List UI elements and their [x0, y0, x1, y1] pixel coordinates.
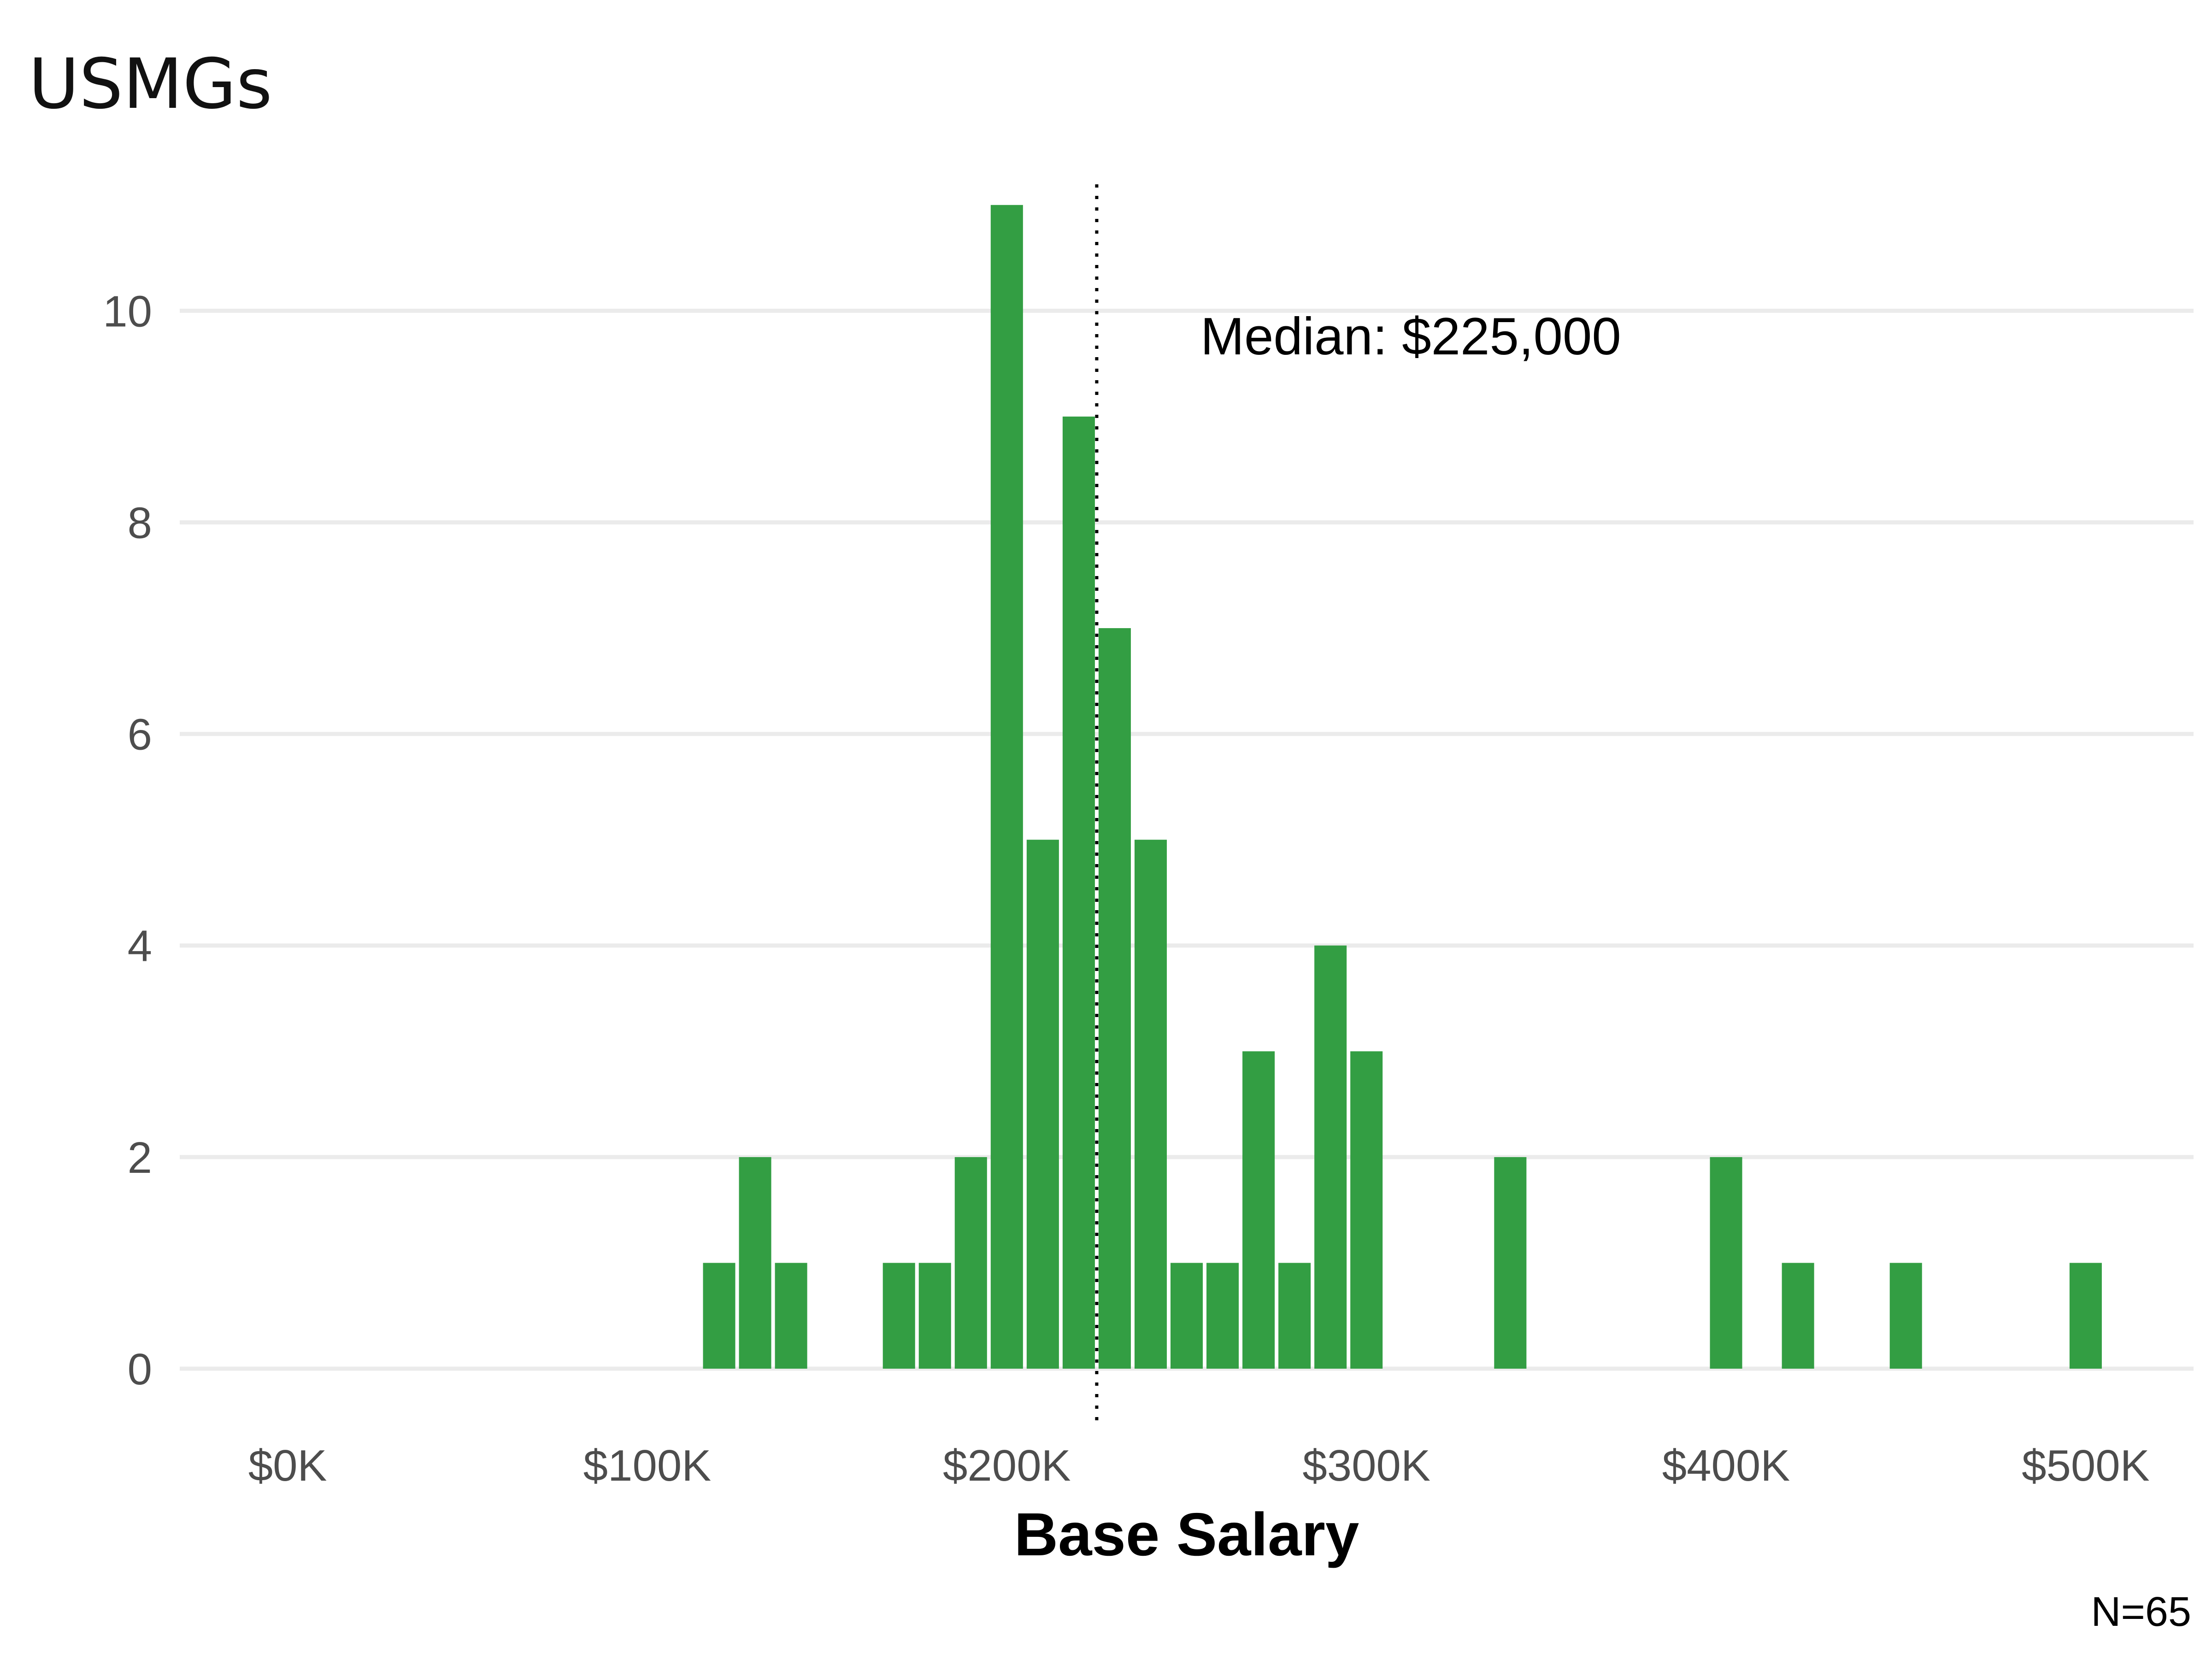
histogram-bar [775, 1263, 807, 1369]
y-tick-label: 0 [128, 1345, 152, 1394]
chart-title: USMGs [29, 44, 272, 124]
histogram-bar [1242, 1051, 1275, 1369]
histogram-bar [1026, 840, 1059, 1369]
sample-size-caption: N=65 [2091, 1589, 2191, 1635]
x-tick-label: $400K [1662, 1441, 1790, 1490]
histogram-bar [918, 1263, 951, 1369]
x-axis-tick-labels: $0K $100K $200K $300K $400K $500K [248, 1441, 2150, 1490]
histogram-bar [1206, 1263, 1239, 1369]
histogram-bar [1314, 945, 1347, 1369]
histogram-bar [882, 1263, 915, 1369]
histogram-bars [703, 205, 2102, 1369]
y-tick-label: 8 [128, 498, 152, 547]
x-tick-label: $200K [943, 1441, 1071, 1490]
y-tick-label: 4 [128, 922, 152, 971]
histogram-bar [1134, 840, 1167, 1369]
histogram-bar [703, 1263, 735, 1369]
histogram-bar [1062, 416, 1095, 1369]
histogram-bar [1278, 1263, 1311, 1369]
x-tick-label: $500K [2022, 1441, 2150, 1490]
histogram-bar [990, 205, 1023, 1369]
histogram-bar [954, 1157, 987, 1369]
x-tick-label: $300K [1302, 1441, 1430, 1490]
histogram-bar [1350, 1051, 1383, 1369]
y-tick-label: 10 [103, 287, 152, 336]
histogram-bar [1889, 1263, 1922, 1369]
gridlines [180, 308, 2194, 1371]
histogram-bar [2069, 1263, 2102, 1369]
x-axis-label: Base Salary [1014, 1500, 1359, 1568]
histogram-bar [1710, 1157, 1742, 1369]
histogram-bar [1494, 1157, 1527, 1369]
y-tick-label: 2 [128, 1133, 152, 1182]
histogram-bar [1782, 1263, 1814, 1369]
median-label: Median: $225,000 [1200, 307, 1621, 366]
y-tick-label: 6 [128, 710, 152, 759]
x-tick-label: $0K [248, 1441, 327, 1490]
histogram-bar [1098, 628, 1131, 1369]
histogram-bar [739, 1157, 771, 1369]
y-axis-tick-labels: 0 2 4 6 8 10 [103, 287, 152, 1394]
x-tick-label: $100K [583, 1441, 712, 1490]
histogram-bar [1170, 1263, 1203, 1369]
